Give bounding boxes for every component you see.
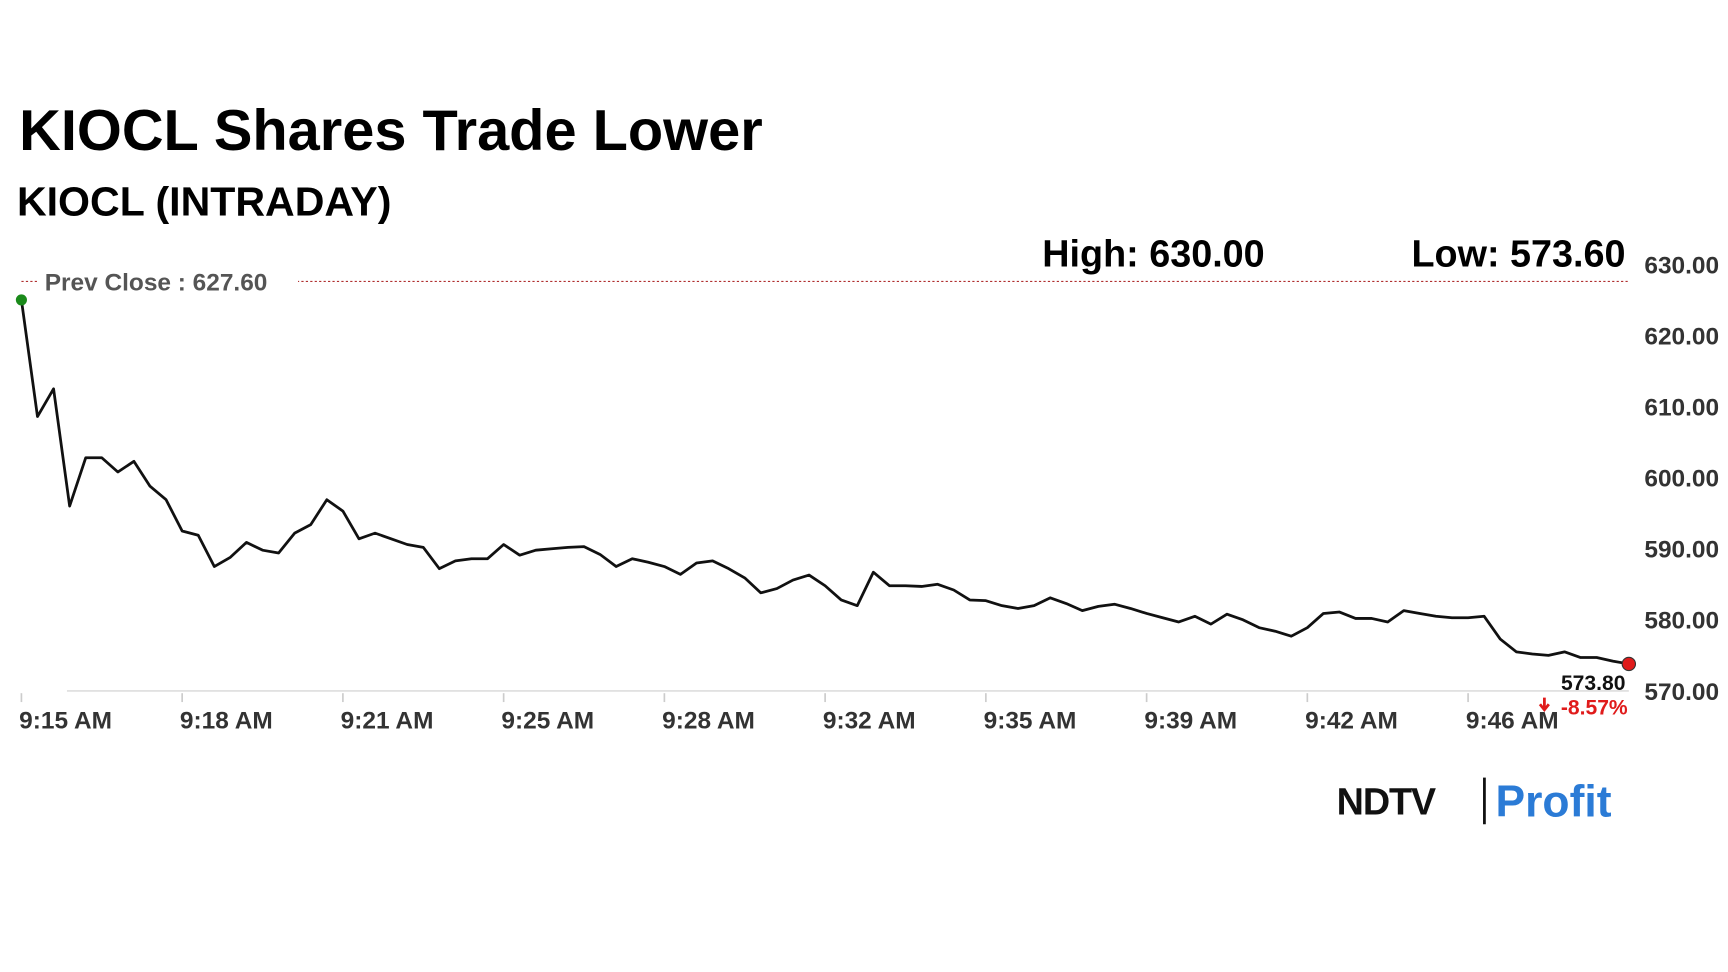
down-arrow-icon (1538, 697, 1550, 713)
last-price-label: 573.80 (1561, 672, 1626, 695)
x-tick-label: 9:35 AM (984, 708, 1077, 735)
y-tick-label: 620.00 (1644, 323, 1719, 350)
chart-subtitle: KIOCL (INTRADAY) (17, 179, 391, 225)
x-tick-label: 9:15 AM (19, 708, 112, 735)
y-tick-label: 580.00 (1644, 608, 1719, 635)
high-label: High: 630.00 (1042, 234, 1264, 276)
y-tick-label: 570.00 (1644, 679, 1719, 706)
x-tick-label: 9:25 AM (501, 708, 594, 735)
prev-close-bg (38, 265, 299, 295)
x-tick-label: 9:18 AM (180, 708, 273, 735)
price-line (20, 299, 1630, 666)
y-tick-label: 610.00 (1644, 394, 1719, 421)
y-tick-label: 590.00 (1644, 537, 1719, 564)
y-tick-label: 630.00 (1644, 252, 1719, 279)
x-tick-label: 9:21 AM (341, 708, 434, 735)
prev-close-label: Prev Close : 627.60 (45, 269, 268, 296)
start-point (15, 294, 27, 306)
y-tick-label: 600.00 (1644, 466, 1719, 493)
logo-profit: Profit (1496, 777, 1612, 826)
chart-title: KIOCL Shares Trade Lower (19, 99, 763, 163)
x-tick-label: 9:46 AM (1466, 708, 1559, 735)
end-point (1621, 656, 1637, 672)
logo-ndtv: NDTV (1337, 781, 1436, 823)
x-tick-label: 9:28 AM (662, 708, 755, 735)
x-tick-label: 9:39 AM (1144, 708, 1237, 735)
x-tick-label: 9:42 AM (1305, 708, 1398, 735)
x-tick-label: 9:32 AM (823, 708, 916, 735)
change-label: -8.57% (1561, 696, 1628, 719)
low-label: Low: 573.60 (1411, 234, 1625, 276)
